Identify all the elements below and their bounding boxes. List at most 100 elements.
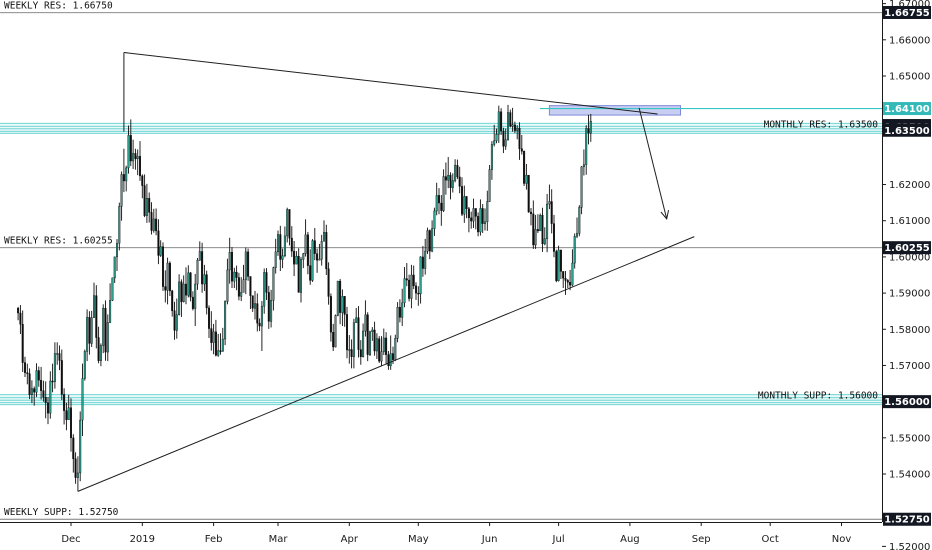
candle-bear	[440, 202, 443, 211]
price-badge-label: 1.60255	[884, 243, 930, 254]
candle-bear	[129, 135, 132, 162]
candle-bear	[141, 175, 144, 186]
candle-bear	[530, 211, 533, 215]
x-tick-label: Dec	[61, 534, 80, 545]
candle-bear	[461, 186, 464, 215]
candle-bear	[555, 251, 558, 281]
candle-bull	[226, 269, 229, 302]
candle-bull	[182, 283, 185, 302]
candle-bull	[371, 329, 374, 333]
candle-bear	[180, 281, 183, 302]
candle-bear	[550, 201, 553, 224]
candle-bull	[111, 277, 114, 301]
price-badge	[883, 5, 931, 19]
candle-bear	[157, 230, 160, 256]
time-axis[interactable]: Dec 2019 Feb Mar Apr May Jun Jul Aug Sep Oct Nov	[0, 522, 882, 550]
candle-bull	[516, 127, 519, 131]
y-tick-label: 1.57000	[889, 361, 930, 372]
candle-bear	[288, 209, 291, 239]
candle-bear	[541, 215, 544, 245]
y-tick-label: 1.66000	[889, 35, 930, 46]
candle-bull	[187, 272, 190, 296]
candle-bear	[343, 296, 346, 315]
candle-bear	[214, 331, 217, 356]
candle-bull	[507, 112, 510, 140]
candle-bear	[155, 218, 158, 232]
candle-bear	[265, 272, 268, 293]
candle-bull	[304, 234, 307, 254]
candle-bear	[562, 271, 565, 279]
candle-bull	[178, 281, 181, 316]
candle-bull	[260, 305, 263, 327]
candle-bear	[467, 208, 470, 219]
x-tick-label: Apr	[341, 534, 359, 545]
price-axis[interactable]: 1.67000 1.66000 1.65000 1.62000 1.61000 1.600…	[882, 0, 932, 550]
candle-bull	[120, 174, 123, 207]
candle-bear	[536, 229, 539, 232]
candle-bull	[221, 338, 224, 352]
candle-bear	[251, 295, 254, 309]
candle-bull	[334, 315, 337, 348]
candle-bull	[86, 317, 89, 352]
candle-bear	[168, 262, 171, 292]
candle-bear	[207, 307, 210, 329]
candle-bear	[138, 156, 141, 177]
candle-bull	[320, 241, 323, 260]
candle-bull	[99, 345, 102, 361]
candle-bull	[410, 274, 413, 299]
candle-bull	[419, 256, 422, 295]
candle-bear	[387, 354, 390, 367]
candle-bear	[449, 174, 452, 188]
candle-bear	[95, 295, 98, 338]
candle-bear	[26, 372, 29, 374]
candle-bear	[247, 251, 250, 277]
candle-bear	[51, 380, 54, 383]
candle-bear	[210, 328, 213, 343]
candle-bull	[543, 238, 546, 245]
candle-bear	[37, 370, 40, 381]
x-tick-label: Nov	[832, 534, 852, 545]
projection-arrow	[638, 107, 668, 220]
candle-bear	[58, 353, 61, 361]
candle-bull	[484, 221, 487, 224]
price-badge	[883, 123, 931, 137]
candle-bear	[279, 234, 282, 260]
candle-bear	[21, 324, 24, 363]
candle-bear	[509, 112, 512, 127]
level-zone	[0, 394, 882, 405]
candle-bull	[242, 279, 245, 293]
candle-bull	[263, 272, 266, 307]
price-badge	[883, 241, 931, 255]
candle-bear	[564, 278, 567, 281]
candle-bear	[33, 388, 36, 393]
candle-bull	[274, 251, 277, 268]
candle-bull	[102, 308, 105, 346]
candle-bear	[164, 286, 167, 291]
candle-bull	[382, 337, 385, 352]
candle-bull	[576, 233, 579, 237]
arrow-head	[660, 210, 670, 221]
candle-bull	[145, 198, 148, 216]
candle-bear	[97, 337, 100, 361]
candle-bear	[69, 407, 72, 439]
level-label: WEEKLY RES: 1.60255	[4, 236, 113, 247]
candle-bear	[47, 402, 50, 414]
candle-bear	[316, 253, 319, 261]
candle-bull	[336, 280, 339, 316]
candle-bull	[578, 207, 581, 234]
candle-bull	[196, 259, 199, 285]
candle-bull	[352, 322, 355, 357]
candle-bear	[357, 317, 360, 350]
price-badge-label: 1.63500	[884, 126, 930, 137]
candle-bear	[339, 280, 342, 313]
candle-bear	[366, 314, 369, 355]
candle-bull	[76, 472, 79, 478]
candle-bull	[203, 274, 206, 285]
candle-bull	[67, 407, 70, 420]
candle-bull	[224, 301, 227, 340]
candle-bull	[35, 370, 38, 393]
level-zone	[0, 123, 882, 134]
candle-bear	[421, 256, 424, 269]
candle-bull	[495, 134, 498, 141]
